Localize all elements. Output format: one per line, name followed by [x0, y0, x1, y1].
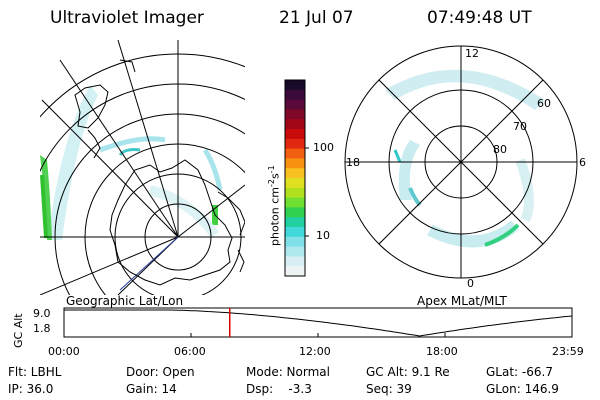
timeline-ylabel: GC Alt [12, 313, 25, 348]
geographic-map [40, 40, 245, 295]
timeline-ytick-high: 9.0 [33, 307, 51, 320]
time-label: 07:49:48 UT [427, 8, 532, 28]
mlt-label-6: 6 [579, 156, 586, 169]
timeline-xtick-1800: 18:00 [426, 345, 458, 358]
colorbar-segment [285, 236, 305, 248]
colorbar-segment [285, 138, 305, 150]
info-glon: GLon: 146.9 [486, 382, 559, 396]
colorbar-segment [285, 158, 305, 169]
colorbar-unit-label: photon cm-2s-1 [267, 165, 282, 246]
geographic-panel-label: Geographic Lat/Lon [66, 294, 184, 308]
colorbar-segment [285, 168, 305, 179]
mlat-label-70: 70 [513, 120, 527, 133]
info-mode: Mode: Normal [246, 365, 330, 379]
info-ip: IP: 36.0 [8, 382, 54, 396]
colorbar-segment [285, 178, 305, 189]
colorbar-segment [285, 197, 305, 208]
colorbar-tick-100: 100 [313, 141, 334, 154]
colorbar-segment [285, 80, 305, 91]
mlt-label-18: 18 [346, 156, 360, 169]
colorbar-segment [285, 187, 305, 199]
colorbar-segment [285, 129, 305, 140]
timeline-xtick-0000: 00:00 [48, 345, 80, 358]
colorbar-segment [285, 266, 305, 277]
timeline-xtick-2359: 23:59 [552, 345, 584, 358]
info-gc-alt: GC Alt: 9.1 Re [366, 365, 450, 379]
date-label: 21 Jul 07 [279, 8, 354, 28]
colorbar-segment [285, 246, 305, 257]
info-door: Door: Open [126, 365, 195, 379]
colorbar-segment [285, 207, 305, 218]
timeline-xtick-0600: 06:00 [174, 345, 206, 358]
mlat-label-80: 80 [493, 143, 507, 156]
colorbar-segment [285, 89, 305, 101]
colorbar-tick-10: 10 [316, 229, 330, 242]
info-dsp: Dsp: -3.3 [246, 382, 312, 396]
app-title: Ultraviolet Imager [50, 8, 204, 28]
mlt-label-0: 0 [467, 277, 474, 290]
magnetic-panel-label: Apex MLat/MLT [417, 294, 507, 308]
mlt-label-12: 12 [465, 47, 479, 60]
colorbar-segment [285, 256, 305, 267]
info-filter: Flt: LBHL [8, 365, 62, 379]
colorbar-segment [285, 99, 305, 110]
colorbar [284, 79, 309, 277]
info-glat: GLat: -66.7 [486, 365, 553, 379]
colorbar-segment [285, 148, 305, 159]
info-gain: Gain: 14 [126, 382, 177, 396]
colorbar-segment [285, 227, 305, 238]
info-seq: Seq: 39 [366, 382, 412, 396]
colorbar-segment [285, 109, 305, 120]
colorbar-segment [285, 119, 305, 130]
colorbar-segment [285, 217, 305, 228]
magnetic-polar-plot [344, 45, 578, 279]
timeline-ytick-low: 1.8 [33, 322, 51, 335]
mlat-label-60: 60 [537, 97, 551, 110]
altitude-timeline [63, 307, 573, 338]
timeline-xtick-1200: 12:00 [299, 345, 331, 358]
